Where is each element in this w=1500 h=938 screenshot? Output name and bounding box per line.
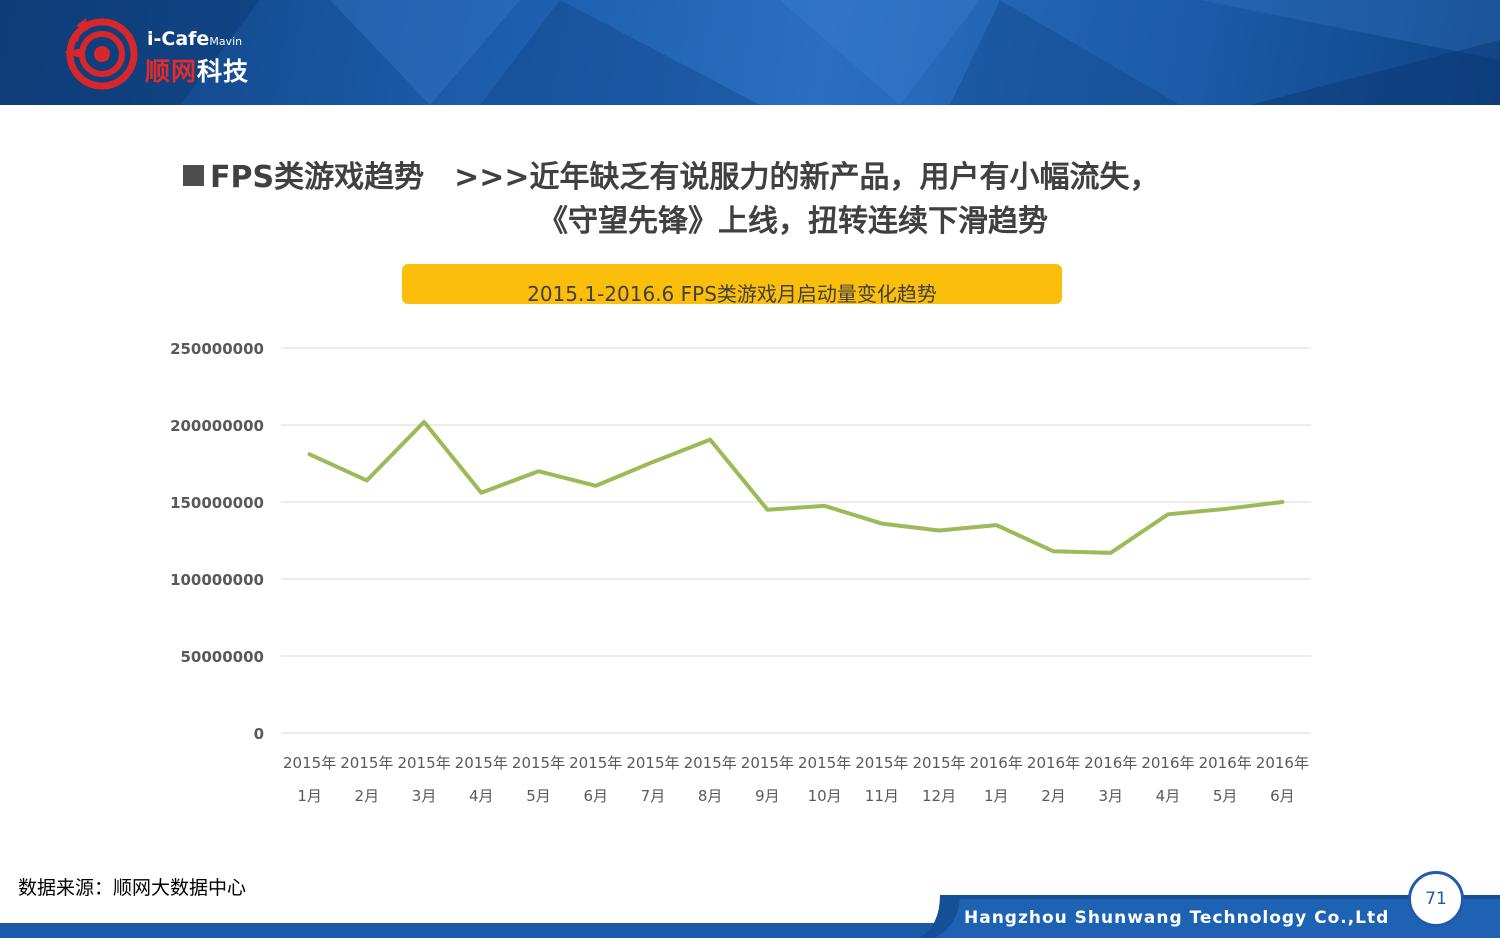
x-tick-label-year: 2015年 (626, 754, 679, 772)
y-tick-label: 0 (254, 725, 264, 743)
square-bullet-icon (183, 165, 204, 186)
data-point (366, 479, 368, 481)
x-tick-label-month: 6月 (583, 787, 608, 805)
data-point (309, 453, 311, 455)
x-tick-label-year: 2016年 (1084, 754, 1137, 772)
x-tick-label-month: 4月 (469, 787, 494, 805)
x-tick-label-month: 1月 (297, 787, 322, 805)
x-tick-label-year: 2015年 (741, 754, 794, 772)
y-tick-label: 200000000 (170, 417, 264, 435)
data-point (1167, 513, 1169, 515)
y-tick-label: 50000000 (181, 648, 265, 666)
header-banner: i-CafeMavin 顺网科技 (0, 0, 1500, 105)
y-tick-label: 150000000 (170, 494, 264, 512)
data-point (538, 470, 539, 472)
x-tick-label-month: 12月 (922, 787, 956, 805)
data-point (995, 524, 997, 526)
x-tick-label-year: 2015年 (455, 754, 508, 772)
line-chart: 0 50000000 100000000 150000000 200000000 2500… (170, 340, 1311, 805)
footer-band (0, 895, 1500, 938)
x-tick-label-year: 2015年 (397, 754, 450, 772)
x-tick-label-month: 2月 (1041, 787, 1066, 805)
x-tick-label-year: 2015年 (512, 754, 565, 772)
x-tick-label-year: 2015年 (340, 754, 393, 772)
x-tick-label-year: 2015年 (855, 754, 908, 772)
headline-line-2: 《守望先锋》上线，扭转连续下滑趋势 (538, 204, 1048, 239)
series-line (307, 419, 1285, 555)
data-point (480, 492, 482, 494)
x-tick-label-month: 10月 (808, 787, 842, 805)
x-tick-label-year: 2015年 (283, 754, 336, 772)
header-pattern (0, 0, 1500, 105)
x-tick-label-month: 8月 (698, 787, 723, 805)
headline-line-1: FPS类游戏趋势 >>>近年缺乏有说服力的新产品，用户有小幅流失， (210, 160, 1160, 195)
x-tick-label-month: 11月 (865, 787, 899, 805)
x-tick-label-month: 1月 (984, 787, 1009, 805)
data-point (1053, 550, 1054, 552)
y-tick-label: 250000000 (170, 340, 264, 358)
x-tick-label-year: 2015年 (684, 754, 737, 772)
x-tick-label-month: 4月 (1156, 787, 1181, 805)
data-point (881, 523, 883, 525)
x-tick-label-month: 6月 (1270, 787, 1295, 805)
x-tick-label-year: 2016年 (1256, 754, 1309, 772)
data-point (1110, 552, 1112, 554)
x-tick-label-month: 5月 (526, 787, 551, 805)
data-point (595, 485, 597, 487)
slide-headline: FPS类游戏趋势 >>>近年缺乏有说服力的新产品，用户有小幅流失， 《守望先锋》… (183, 156, 1303, 244)
logo-mark-icon (64, 18, 138, 90)
chart-title-bar (402, 264, 1062, 304)
x-tick-label-year: 2016年 (1027, 754, 1080, 772)
x-tick-label-year: 2016年 (1199, 754, 1252, 772)
x-tick-label-month: 2月 (355, 787, 380, 805)
y-tick-label: 100000000 (170, 571, 264, 589)
data-point (1224, 508, 1226, 510)
chart-title: 2015.1-2016.6 FPS类游戏月启动量变化趋势 (527, 282, 937, 306)
company-name: Hangzhou Shunwang Technology Co.,Ltd (964, 908, 1390, 928)
x-tick-label-year: 2016年 (1141, 754, 1194, 772)
data-point (423, 421, 425, 423)
x-tick-label-year: 2015年 (912, 754, 965, 772)
x-tick-label-year: 2015年 (798, 754, 851, 772)
x-tick-label-month: 7月 (641, 787, 666, 805)
x-tick-label-month: 5月 (1213, 787, 1238, 805)
data-point (766, 509, 768, 511)
data-point (938, 529, 940, 531)
x-tick-label-month: 3月 (1098, 787, 1123, 805)
data-point (824, 505, 826, 507)
data-point (1281, 501, 1283, 503)
logo-text-en: i-CafeMavin (147, 28, 243, 50)
x-tick-label-month: 9月 (755, 787, 780, 805)
data-point (652, 461, 654, 463)
x-tick-label-year: 2015年 (569, 754, 622, 772)
logo-text-cn: 顺网科技 (145, 57, 250, 86)
x-tick-label-year: 2016年 (970, 754, 1023, 772)
page-number: 71 (1408, 871, 1464, 927)
data-source-note: 数据来源：顺网大数据中心 (18, 877, 247, 899)
x-tick-label-month: 3月 (412, 787, 437, 805)
data-point (709, 439, 711, 441)
